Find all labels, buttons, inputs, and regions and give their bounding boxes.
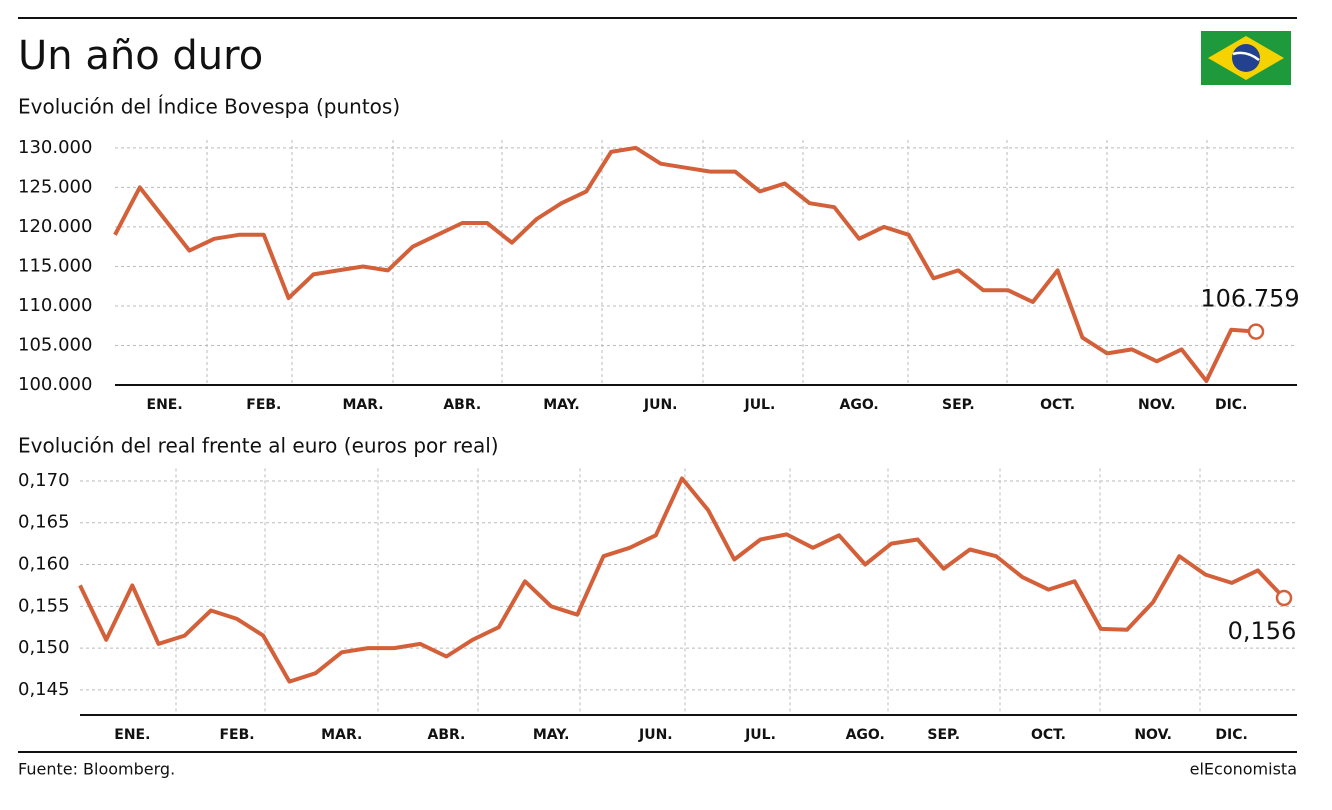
y-tick-label: 0,155 bbox=[18, 595, 70, 616]
y-tick-label: 100.000 bbox=[18, 374, 92, 395]
x-tick-label: ENE. bbox=[147, 397, 183, 413]
y-tick-label: 0,170 bbox=[18, 470, 70, 491]
y-tick-label: 110.000 bbox=[18, 295, 92, 316]
value-label: 106.759 bbox=[1200, 285, 1299, 313]
x-tick-label: DIC. bbox=[1215, 727, 1247, 743]
x-tick-label: NOV. bbox=[1138, 397, 1176, 413]
x-tick-label: ABR. bbox=[427, 727, 465, 743]
x-tick-label: SEP. bbox=[927, 727, 960, 743]
x-tick-label: OCT. bbox=[1031, 727, 1066, 743]
y-tick-label: 115.000 bbox=[18, 255, 92, 276]
x-tick-label: JUL. bbox=[744, 727, 776, 743]
x-tick-label: NOV. bbox=[1134, 727, 1172, 743]
source: Fuente: Bloomberg. bbox=[18, 760, 175, 779]
x-tick-label: MAY. bbox=[533, 727, 570, 743]
x-tick-label: FEB. bbox=[246, 397, 281, 413]
value-label: 0,156 bbox=[1228, 617, 1297, 645]
y-tick-label: 130.000 bbox=[18, 137, 92, 158]
y-tick-label: 0,150 bbox=[18, 637, 70, 658]
x-tick-label: AGO. bbox=[840, 397, 879, 413]
x-tick-label: MAY. bbox=[543, 397, 580, 413]
x-tick-label: JUL. bbox=[743, 397, 775, 413]
end-marker bbox=[1247, 323, 1265, 340]
brand: elEconomista bbox=[1190, 760, 1297, 779]
x-tick-label: JUN. bbox=[638, 727, 673, 743]
y-tick-label: 125.000 bbox=[18, 176, 92, 197]
title: Un año duro bbox=[18, 33, 263, 79]
x-tick-label: OCT. bbox=[1040, 397, 1075, 413]
y-tick-label: 0,165 bbox=[18, 512, 70, 533]
x-tick-label: JUN. bbox=[643, 397, 678, 413]
y-tick-label: 105.000 bbox=[18, 334, 92, 355]
y-tick-label: 120.000 bbox=[18, 216, 92, 237]
x-tick-label: MAR. bbox=[342, 397, 383, 413]
subtitle: Evolución del Índice Bovespa (puntos) bbox=[18, 95, 400, 119]
x-tick-label: ABR. bbox=[443, 397, 481, 413]
y-tick-label: 0,160 bbox=[18, 554, 70, 575]
x-tick-label: MAR. bbox=[321, 727, 362, 743]
x-tick-label: FEB. bbox=[219, 727, 254, 743]
x-tick-label: SEP. bbox=[942, 397, 975, 413]
series-line bbox=[113, 145, 1257, 383]
x-tick-label: AGO. bbox=[846, 727, 885, 743]
flag bbox=[1201, 31, 1291, 85]
y-tick-label: 0,145 bbox=[18, 679, 70, 700]
series-line bbox=[78, 476, 1286, 684]
subtitle: Evolución del real frente al euro (euros… bbox=[18, 434, 499, 458]
x-tick-label: ENE. bbox=[114, 727, 150, 743]
end-marker bbox=[1275, 589, 1293, 607]
x-tick-label: DIC. bbox=[1215, 397, 1247, 413]
